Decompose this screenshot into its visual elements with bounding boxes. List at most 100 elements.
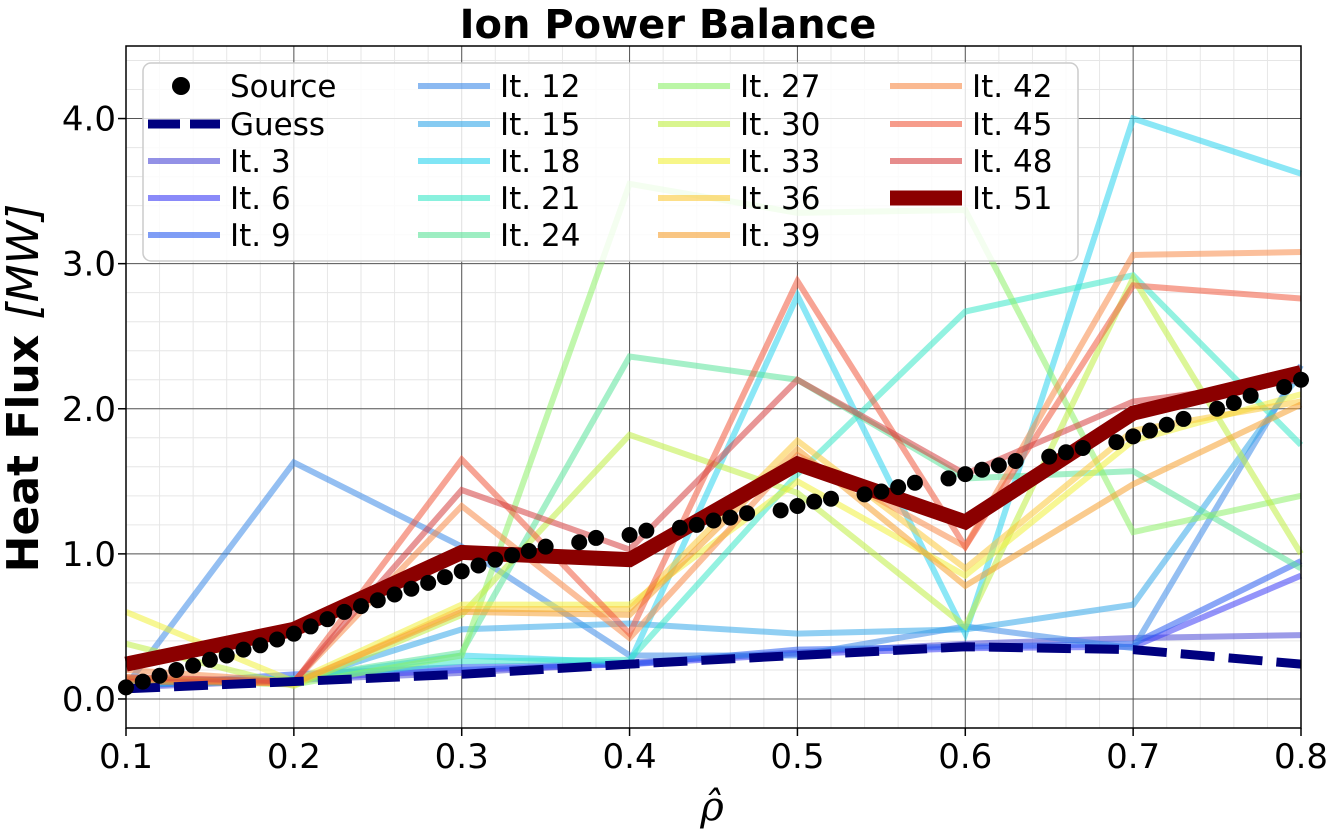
x-tick-label: 0.7 — [1106, 737, 1160, 777]
source-point — [487, 551, 504, 568]
source-point — [403, 580, 420, 597]
guess-line — [125, 642, 1302, 694]
source-point — [990, 457, 1007, 474]
legend-label-it-48: It. 48 — [972, 144, 1052, 180]
source-point — [504, 547, 521, 564]
legend-box — [142, 62, 1079, 262]
source-point — [218, 647, 235, 664]
source-point — [1225, 394, 1242, 411]
source-point — [436, 569, 453, 586]
source-point — [974, 461, 991, 478]
x-axis-label: ρ̂ — [699, 784, 724, 830]
source-point — [386, 586, 403, 603]
legend-label-it-39: It. 39 — [740, 218, 820, 254]
source-point — [537, 538, 554, 555]
source-point — [571, 534, 588, 551]
x-tick-label: 0.4 — [603, 737, 657, 777]
legend-label-it-9: It. 9 — [230, 218, 291, 254]
legend-label-it-45: It. 45 — [972, 107, 1052, 143]
y-tick-label: 2.0 — [62, 390, 116, 430]
x-tick-label: 0.5 — [770, 737, 824, 777]
legend-label-it-15: It. 15 — [500, 107, 580, 143]
source-point — [353, 598, 369, 615]
x-tick-label: 0.6 — [938, 737, 992, 777]
axis-ticks: 0.1 0.2 0.3 0.4 0.5 0.6 0.7 0.8 0.0 1.0 2.0 3.0 4.0 — [62, 100, 1328, 777]
source-point — [1041, 448, 1058, 465]
chart-title: Ion Power Balance — [460, 2, 877, 48]
source-point — [1175, 410, 1192, 427]
source-point — [151, 667, 168, 684]
legend-label-it-51: It. 51 — [972, 181, 1052, 217]
source-point — [1209, 400, 1226, 417]
source-point — [1074, 439, 1091, 456]
source-point — [1141, 422, 1158, 439]
source-point — [940, 470, 957, 487]
y-tick-label: 3.0 — [62, 245, 116, 285]
source-point — [520, 542, 537, 559]
legend-label-it-33: It. 33 — [740, 144, 820, 180]
source-point — [688, 516, 705, 533]
legend-label-it-42: It. 42 — [972, 69, 1052, 105]
source-point — [168, 661, 185, 678]
source-point — [638, 522, 655, 539]
source-point — [1125, 428, 1142, 445]
source-point — [285, 625, 302, 642]
source-point — [1007, 453, 1024, 470]
legend-label-it-6: It. 6 — [230, 181, 291, 217]
source-point — [1058, 444, 1074, 461]
source-point — [671, 519, 688, 536]
series-line-it-48 — [125, 376, 1302, 685]
legend-label-it-18: It. 18 — [500, 144, 580, 180]
source-point — [453, 563, 470, 580]
source-point — [420, 574, 437, 591]
source-series — [118, 371, 1309, 696]
legend-swatch-source — [172, 77, 190, 95]
source-point — [269, 631, 286, 648]
source-point — [621, 527, 638, 544]
x-tick-label: 0.3 — [435, 737, 489, 777]
source-point — [319, 611, 336, 628]
source-point — [1242, 387, 1259, 404]
source-point — [336, 603, 353, 620]
legend-label-it-30: It. 30 — [740, 107, 820, 143]
series-line-it-39 — [125, 401, 1303, 687]
source-point — [1276, 379, 1293, 395]
source-point — [201, 651, 218, 668]
y-tick-label: 0.0 — [62, 680, 116, 720]
y-axis-label-text: Heat Flux — [0, 335, 49, 573]
source-point — [856, 486, 873, 503]
source-point — [906, 474, 923, 491]
y-axis-unit: [MW] — [0, 204, 49, 320]
source-point — [588, 529, 604, 546]
legend-label-it-24: It. 24 — [500, 218, 580, 254]
source-point — [302, 618, 319, 635]
source-point — [252, 637, 269, 654]
source-point — [739, 505, 756, 522]
y-tick-label: 4.0 — [62, 100, 116, 140]
x-tick-label: 0.8 — [1274, 737, 1328, 777]
y-axis-label: Heat Flux [MW] — [0, 204, 49, 573]
plot-frame — [125, 45, 1302, 729]
source-point — [823, 490, 839, 507]
legend-label-it-3: It. 3 — [230, 144, 291, 180]
source-point — [957, 466, 974, 483]
source-point — [873, 483, 890, 500]
source-point — [806, 493, 823, 510]
x-tick-label: 0.1 — [99, 737, 153, 777]
legend-label-it-21: It. 21 — [500, 181, 580, 217]
source-point — [185, 657, 202, 674]
legend-label-guess: Guess — [230, 107, 325, 143]
source-point — [789, 497, 806, 514]
source-point — [890, 479, 907, 496]
source-point — [369, 592, 386, 609]
series-layer — [123, 114, 1304, 694]
source-point — [1158, 416, 1175, 433]
source-point — [134, 673, 151, 690]
source-point — [705, 512, 722, 529]
source-point — [470, 557, 487, 574]
legend-label-it-36: It. 36 — [740, 181, 820, 217]
legend-label-it-12: It. 12 — [500, 69, 580, 105]
legend-label-source: Source — [230, 69, 336, 105]
